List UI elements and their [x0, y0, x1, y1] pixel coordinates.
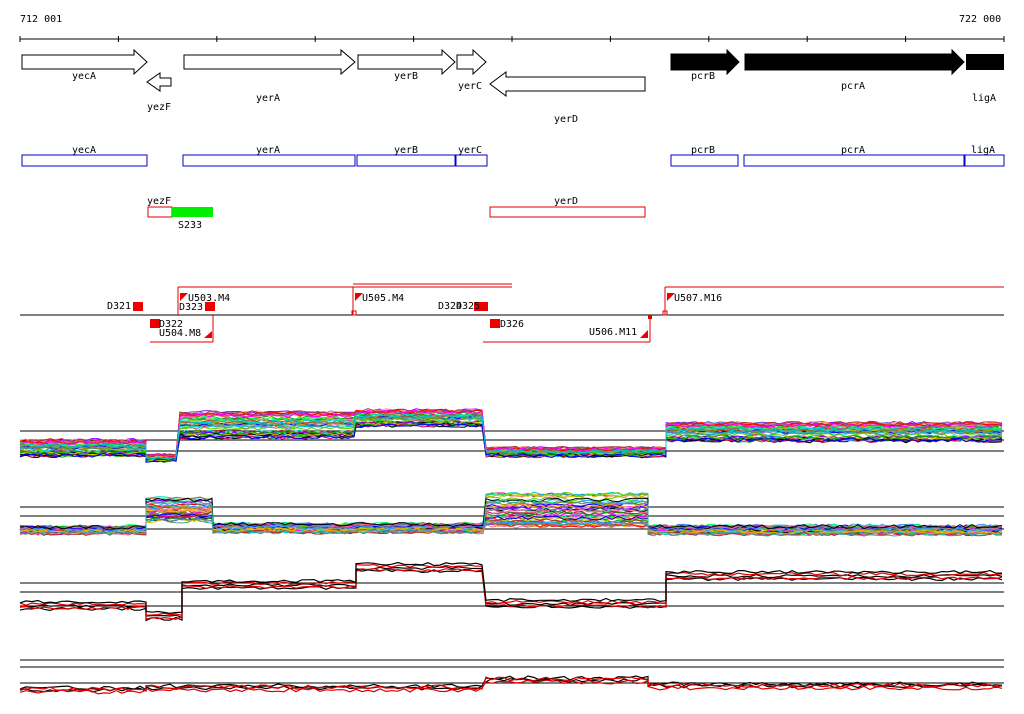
element-D323[interactable]: D323 — [179, 302, 215, 313]
element-label: D324 — [438, 301, 462, 312]
expression-trace — [19, 497, 1003, 530]
gene-yerA[interactable]: yerA — [183, 48, 356, 104]
feature-blue-yerC[interactable]: yerC — [455, 145, 488, 167]
expression-panel-3 — [19, 561, 1004, 622]
gene-label-yerC: yerC — [458, 81, 482, 92]
feature-blue-pcrA[interactable]: pcrA — [743, 145, 965, 167]
element-U505.M4[interactable]: U505.M4 — [355, 293, 404, 304]
element-D324[interactable]: D324 — [438, 301, 481, 312]
element-D321[interactable]: D321 — [107, 301, 143, 312]
feature-green-S233[interactable]: S233 — [172, 207, 213, 231]
coord-start-label: 712 001 — [20, 14, 62, 25]
expression-trace — [19, 568, 1003, 622]
feature-blue-yerA[interactable]: yerA — [182, 145, 356, 167]
annotation-track-red: yezF S233 yerD — [147, 196, 646, 231]
gene-pcrA[interactable]: pcrA — [744, 48, 965, 92]
feature-label: pcrB — [691, 145, 715, 156]
expression-trace — [19, 499, 1003, 537]
panel2-traces — [19, 491, 1003, 537]
expression-panel-2 — [19, 491, 1004, 537]
element-U503.M4[interactable]: U503.M4 — [180, 293, 230, 304]
coordinate-ruler: 712 001 722 000 — [19, 14, 1005, 42]
feature-label: ligA — [971, 145, 995, 156]
gene-label-yerA: yerA — [256, 93, 280, 104]
gene-track: yecA yezF yerA yerB yerC yerD pc — [21, 48, 1004, 125]
expression-trace — [19, 561, 1003, 615]
panel1-traces — [19, 408, 1003, 463]
expression-panel-4 — [19, 659, 1004, 695]
feature-blue-yecA[interactable]: yecA — [21, 145, 148, 167]
feature-label: yerB — [394, 145, 418, 156]
element-label: U503.M4 — [188, 293, 230, 304]
gene-label-yerD: yerD — [554, 114, 578, 125]
feature-blue-ligA[interactable]: ligA — [964, 145, 1005, 167]
element-label: D321 — [107, 301, 131, 312]
feature-blue-pcrB[interactable]: pcrB — [670, 145, 739, 167]
gene-yecA[interactable]: yecA — [21, 48, 148, 82]
gene-label-yezF: yezF — [147, 102, 171, 113]
element-label: U506.M11 — [589, 327, 637, 338]
expression-trace — [19, 517, 1003, 531]
gene-pcrB[interactable]: pcrB — [670, 48, 740, 82]
expression-trace — [19, 676, 1003, 692]
gene-yerB[interactable]: yerB — [357, 48, 456, 82]
gene-yerD[interactable]: yerD — [489, 71, 646, 125]
expression-trace — [19, 413, 1003, 460]
gene-label-ligA: ligA — [972, 93, 996, 104]
element-label: U504.M8 — [159, 328, 201, 339]
element-label: D326 — [500, 319, 524, 330]
panel3-traces — [19, 561, 1003, 622]
expression-trace — [19, 567, 1003, 620]
feature-label: yerD — [554, 196, 578, 207]
coord-end-label: 722 000 — [959, 14, 1001, 25]
panel4-traces — [19, 675, 1003, 695]
feature-label: yerA — [256, 145, 280, 156]
element-D326[interactable]: D326 — [490, 319, 524, 330]
element-U507.M16[interactable]: U507.M16 — [667, 293, 722, 304]
feature-red-yezF[interactable]: yezF — [147, 196, 173, 218]
gene-label-yecA: yecA — [72, 71, 96, 82]
gene-yezF[interactable]: yezF — [146, 72, 172, 113]
element-label: U507.M16 — [674, 293, 722, 304]
expression-trace — [19, 423, 1003, 463]
feature-label: yecA — [72, 145, 96, 156]
feature-red-yerD[interactable]: yerD — [489, 196, 646, 218]
gene-label-pcrA: pcrA — [841, 81, 865, 92]
ruler-ticks — [19, 36, 1005, 42]
expression-trace — [19, 675, 1003, 691]
expression-panel-1 — [19, 408, 1004, 463]
feature-label: yezF — [147, 196, 171, 207]
expression-trace — [19, 504, 1003, 532]
element-U504.M8[interactable]: U504.M8 — [159, 328, 212, 339]
feature-label: yerC — [458, 145, 482, 156]
element-D325[interactable]: D325 — [456, 301, 488, 312]
annotation-track-blue: yecA yerA yerB yerC pcrB pcrA ligA — [21, 145, 1005, 167]
gene-ligA[interactable]: ligA — [966, 54, 1004, 104]
feature-label: pcrA — [841, 145, 865, 156]
gene-label-pcrB: pcrB — [691, 71, 715, 82]
expression-trace — [19, 679, 1003, 695]
element-label: D323 — [179, 302, 203, 313]
element-label: D325 — [456, 301, 480, 312]
expression-trace — [20, 503, 1003, 535]
element-D322[interactable]: D322 — [150, 319, 183, 330]
feature-blue-yerB[interactable]: yerB — [356, 145, 456, 167]
element-U506.M11[interactable]: U506.M11 — [589, 327, 648, 338]
element-label: U505.M4 — [362, 293, 404, 304]
element-track: D321 D322 D323 D324 D325 D326 U503.M4 — [20, 283, 1004, 343]
element-label: D322 — [159, 319, 183, 330]
feature-label: S233 — [178, 220, 202, 231]
gene-yerC[interactable]: yerC — [456, 48, 487, 92]
gene-label-yerB: yerB — [394, 71, 418, 82]
